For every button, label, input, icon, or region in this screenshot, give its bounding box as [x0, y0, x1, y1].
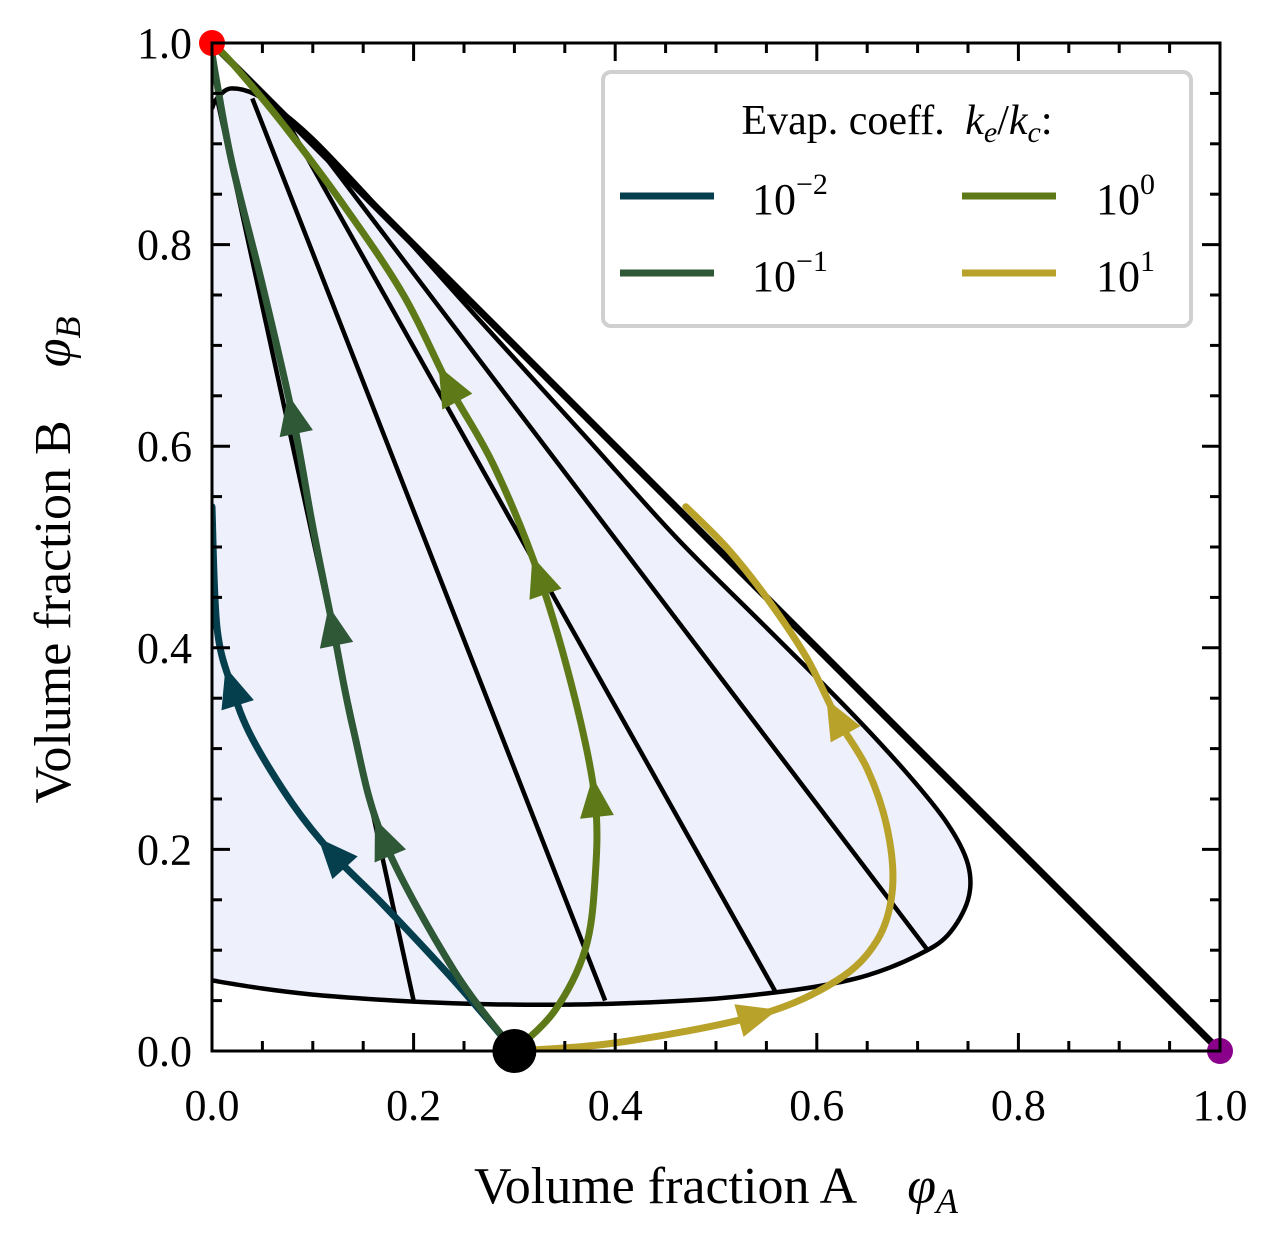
- axes-frame: [210, 41, 1222, 1053]
- trajectory-line-2: [212, 49, 518, 1051]
- trajectory-arrow-3-2: [529, 556, 562, 600]
- plot-area: [199, 30, 1233, 1073]
- trajectory-arrow-1-1: [318, 838, 358, 880]
- legend: Evap. coeff. ke/kc: 10−2 10−1 100 101: [601, 70, 1193, 328]
- tie-line-2: [250, 97, 608, 1002]
- trajectory-line-1: [212, 503, 518, 1051]
- legend-label-1e1: 101: [1096, 245, 1155, 301]
- trajectory-line-4: [510, 503, 897, 1051]
- legend-label-1e-2: 10−2: [752, 168, 828, 224]
- trajectory-arrow-4-1: [734, 1004, 778, 1037]
- y-tick-label-5: 1.0: [137, 19, 192, 68]
- y-tick-label-3: 0.6: [137, 422, 192, 471]
- plot-content: [212, 43, 1220, 1051]
- legend-label-1e0: 100: [1096, 168, 1155, 224]
- legend-frame: [601, 70, 1193, 328]
- x-axis-label: Volume fraction A φA: [474, 1158, 959, 1221]
- trajectory-arrow-2-1: [374, 818, 407, 863]
- y-tick-label-1: 0.2: [137, 825, 192, 874]
- tie-line-4: [321, 152, 930, 952]
- trajectory-3: [212, 43, 614, 1051]
- trajectory-arrow-4-2: [826, 699, 861, 743]
- trajectory-line-3: [212, 43, 601, 1051]
- axis-ticks: 0.0 0.2 0.4 0.6 0.8 1.0 0.0 0.2 0.4 0.6 0.8 1.0: [137, 19, 1248, 1130]
- binodal-region: [212, 88, 971, 1005]
- trajectory-2: [212, 49, 518, 1051]
- trajectory-arrow-2-2: [319, 606, 354, 649]
- trajectory-4: [510, 503, 897, 1051]
- y-tick-label-2: 0.4: [137, 624, 192, 673]
- trajectory-1: [212, 503, 518, 1051]
- x-tick-label-4: 0.8: [991, 1081, 1046, 1130]
- x-tick-label-5: 1.0: [1193, 1081, 1248, 1130]
- legend-label-1e-1: 10−1: [752, 245, 828, 301]
- y-tick-label-4: 0.8: [137, 221, 192, 270]
- y-axis-label: Volume fraction B φB: [25, 317, 88, 804]
- x-tick-label-3: 0.6: [789, 1081, 844, 1130]
- trajectory-arrow-3-3: [438, 366, 473, 410]
- x-tick-label-2: 0.4: [588, 1081, 643, 1130]
- legend-title: Evap. coeff. ke/kc:: [741, 98, 1052, 149]
- x-tick-label-0: 0.0: [185, 1081, 240, 1130]
- x-tick-label-1: 0.2: [386, 1081, 441, 1130]
- y-tick-label-0: 0.0: [137, 1027, 192, 1076]
- simplex-boundary: [212, 43, 1220, 1051]
- trajectory-arrow-2-3: [279, 394, 313, 438]
- trajectory-arrow-3-1: [580, 777, 614, 819]
- trajectory-arrow-1-2: [221, 667, 254, 711]
